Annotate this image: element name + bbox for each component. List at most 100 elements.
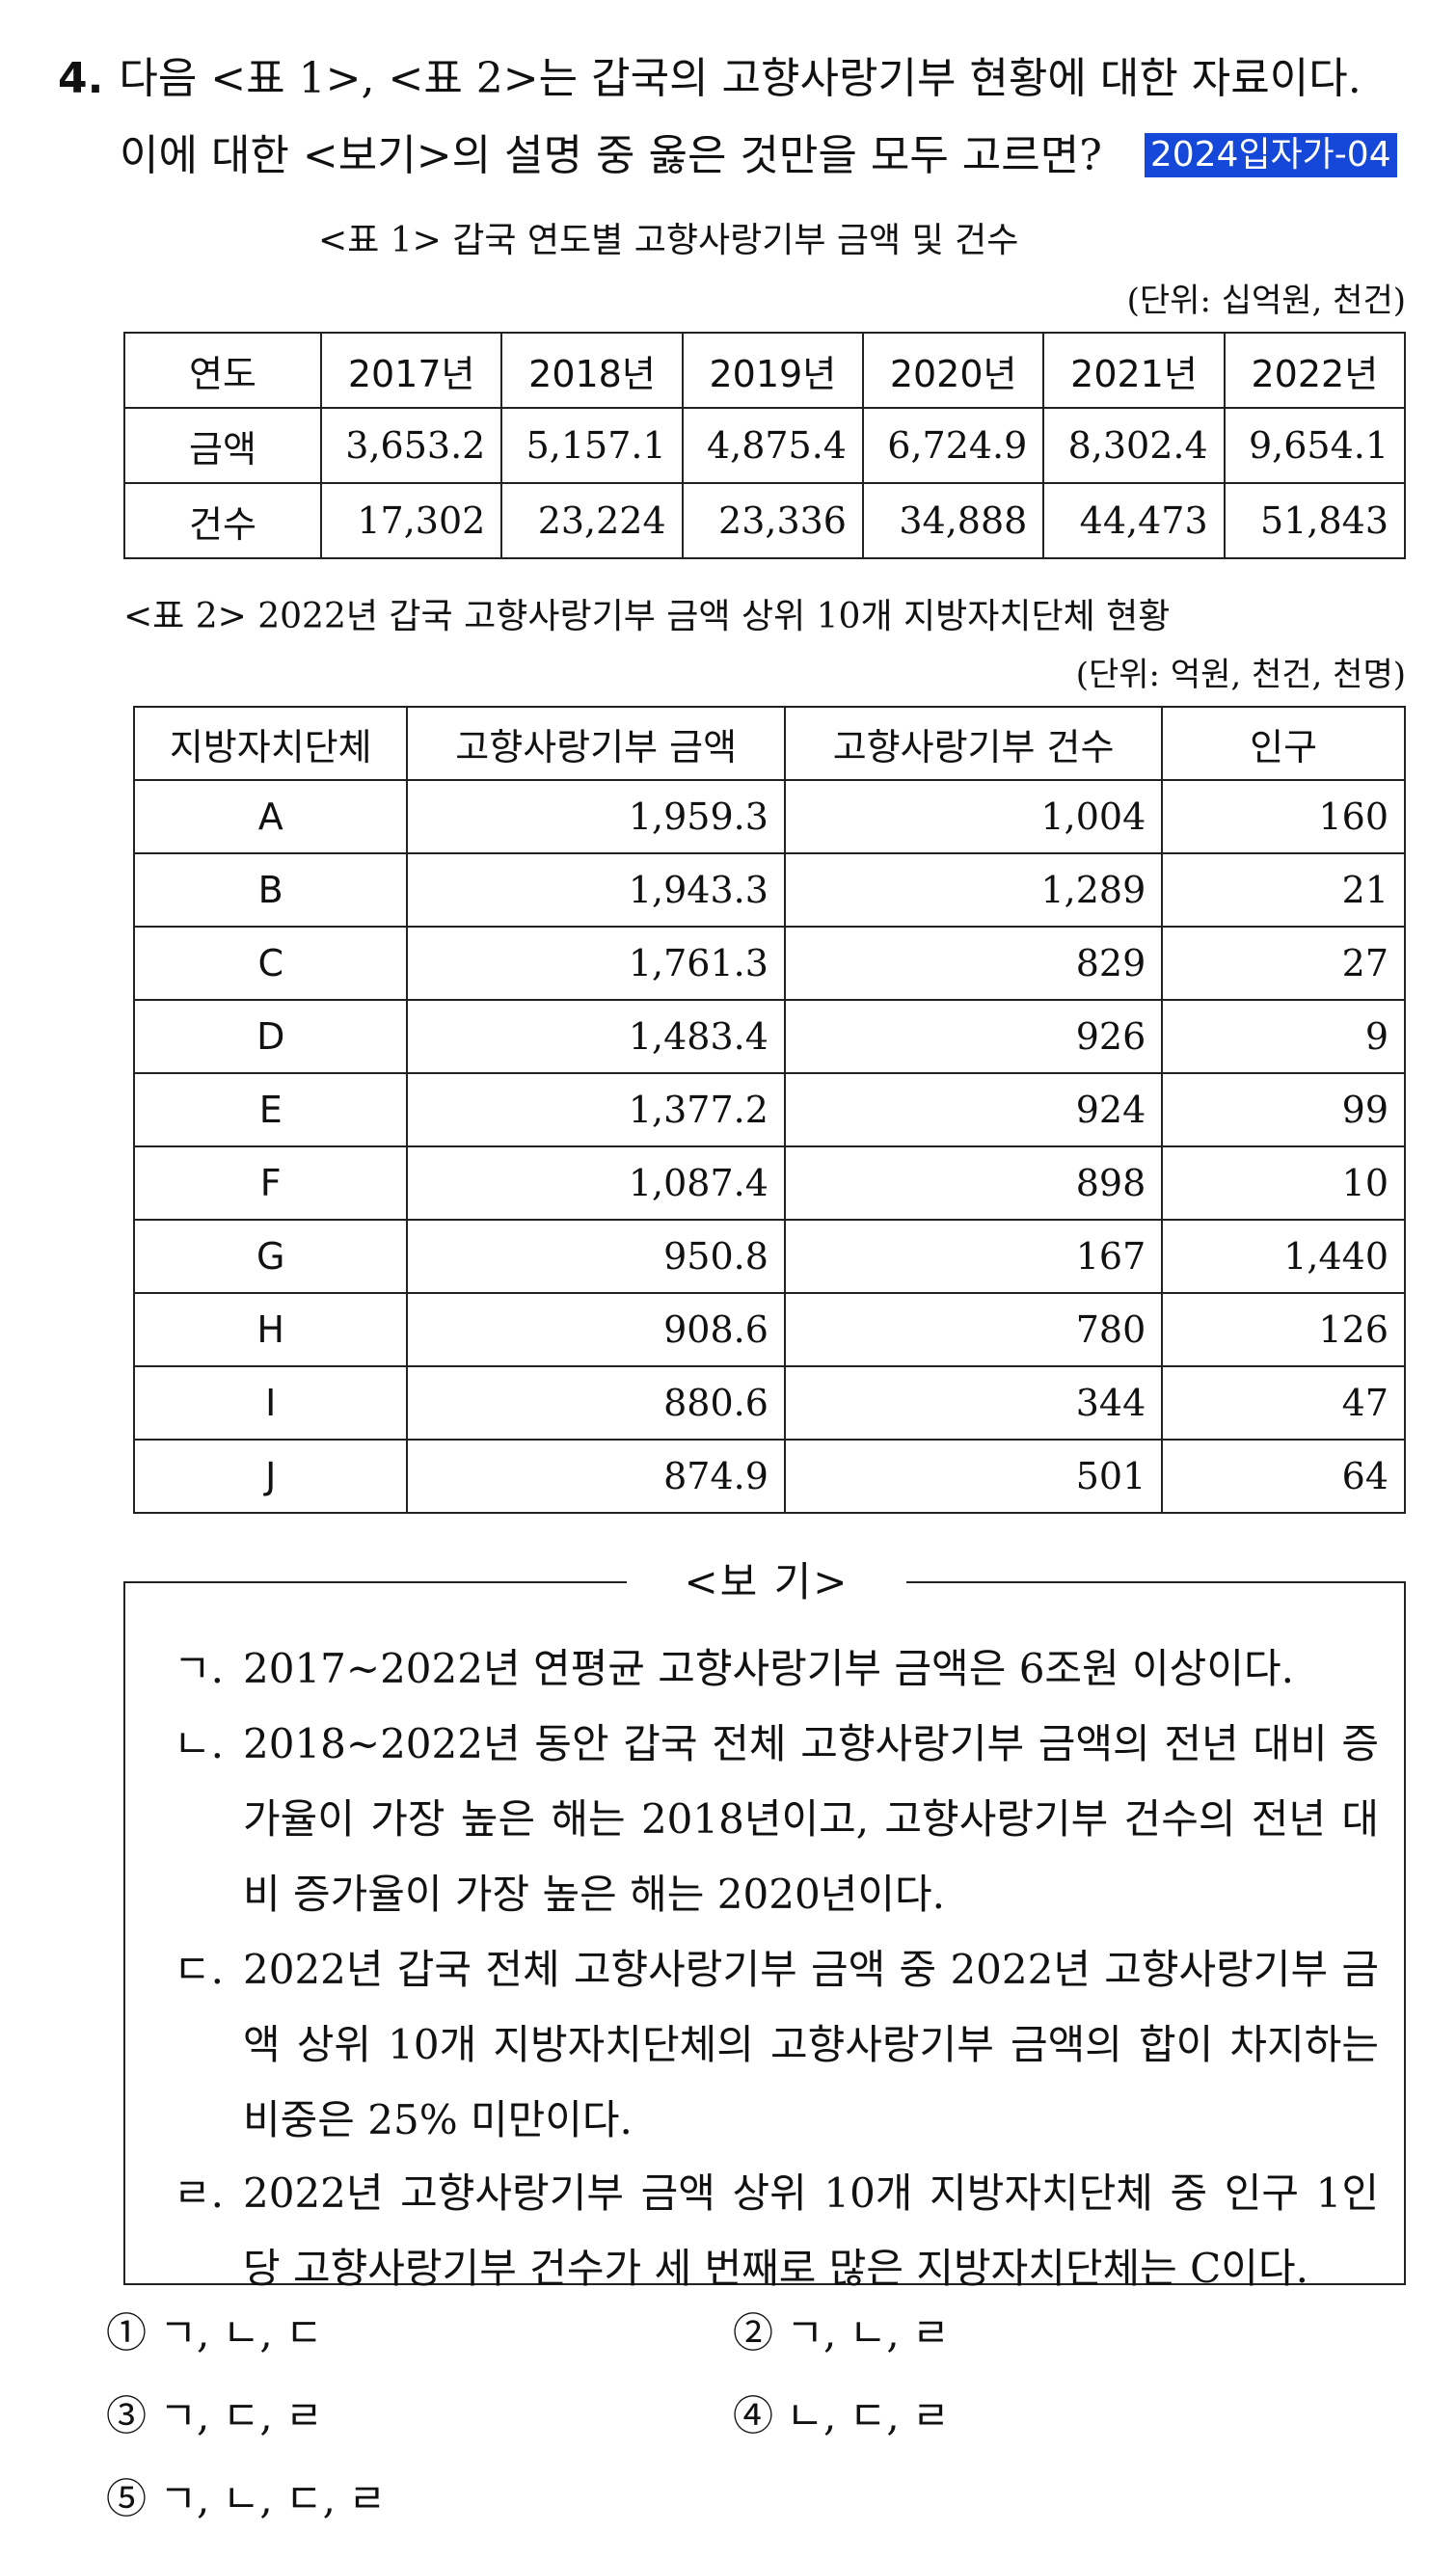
table-cell: 64 xyxy=(1161,1439,1406,1514)
table-cell: J xyxy=(132,1439,409,1514)
table-cell: 1,943.3 xyxy=(406,852,786,928)
question-line-1: 4. 다음 <표 1>, <표 2>는 갑국의 고향사랑기부 현황에 대한 자료이… xyxy=(58,50,1362,108)
question-text-1: 다음 <표 1>, <표 2>는 갑국의 고향사랑기부 현황에 대한 자료이다. xyxy=(119,54,1362,103)
table-cell: I xyxy=(132,1365,409,1441)
table-cell: B xyxy=(132,852,409,928)
table-cell: D xyxy=(132,999,409,1074)
table-cell: 5,157.1 xyxy=(500,407,684,484)
table-cell: 160 xyxy=(1161,779,1406,854)
table-cell: 924 xyxy=(783,1072,1164,1147)
table-cell: 501 xyxy=(783,1439,1164,1514)
table2-caption: <표 2> 2022년 갑국 고향사랑기부 금액 상위 10개 지방자치단체 현… xyxy=(123,597,1171,636)
table-header-cell: 2021년 xyxy=(1042,332,1226,409)
table-row: E 1,377.2 924 99 xyxy=(132,1072,1406,1147)
table-cell: 9 xyxy=(1161,999,1406,1074)
table-header-row: 연도 2017년 2018년 2019년 2020년 2021년 2022년 xyxy=(123,332,1407,409)
table-header-cell: 2018년 xyxy=(500,332,684,409)
table-cell: 880.6 xyxy=(406,1365,786,1441)
table-cell: 874.9 xyxy=(406,1439,786,1514)
table-row: C 1,761.3 829 27 xyxy=(132,926,1406,1001)
table-cell: 3,653.2 xyxy=(319,407,503,484)
question-number: 4. xyxy=(58,54,104,103)
table-cell: 9,654.1 xyxy=(1223,407,1407,484)
bogi-item-mark: ㄹ. xyxy=(174,2169,224,2217)
table-cell: 950.8 xyxy=(406,1219,786,1294)
choice-3[interactable]: ③ ㄱ, ㄷ, ㄹ xyxy=(106,2392,323,2439)
table-row: F 1,087.4 898 10 xyxy=(132,1145,1406,1221)
table-cell: 47 xyxy=(1161,1365,1406,1441)
table-cell: 126 xyxy=(1161,1292,1406,1367)
bogi-title: <보 기> xyxy=(627,1556,906,1608)
bogi-item-mark: ㄱ. xyxy=(174,1645,224,1692)
table-cell: 898 xyxy=(783,1145,1164,1221)
table-cell: F xyxy=(132,1145,409,1221)
table-cell: H xyxy=(132,1292,409,1367)
bogi-item-text: 2022년 고향사랑기부 금액 상위 10개 지방자치단체 중 인구 1인당 고… xyxy=(243,2169,1379,2292)
table-cell: 금액 xyxy=(123,407,322,484)
choice-2[interactable]: ② ㄱ, ㄴ, ㄹ xyxy=(733,2309,950,2357)
table2-top10-local-governments: 지방자치단체 고향사랑기부 금액 고향사랑기부 건수 인구 A 1,959.3 … xyxy=(132,706,1406,1514)
table-header-cell: 연도 xyxy=(123,332,322,409)
table-cell: 51,843 xyxy=(1223,482,1407,559)
choice-4[interactable]: ④ ㄴ, ㄷ, ㄹ xyxy=(733,2392,950,2439)
table-cell: A xyxy=(132,779,409,854)
table-cell: 829 xyxy=(783,926,1164,1001)
table-cell: 1,377.2 xyxy=(406,1072,786,1147)
table-cell: 건수 xyxy=(123,482,322,559)
table-header-cell: 2020년 xyxy=(861,332,1045,409)
table-cell: 167 xyxy=(783,1219,1164,1294)
table-row: A 1,959.3 1,004 160 xyxy=(132,779,1406,854)
table-cell: 23,336 xyxy=(681,482,864,559)
choice-1[interactable]: ① ㄱ, ㄴ, ㄷ xyxy=(106,2309,323,2357)
table-cell: C xyxy=(132,926,409,1001)
bogi-item-rieul: ㄹ. 2022년 고향사랑기부 금액 상위 10개 지방자치단체 중 인구 1인… xyxy=(174,2156,1379,2306)
table-header-row: 지방자치단체 고향사랑기부 금액 고향사랑기부 건수 인구 xyxy=(132,706,1406,781)
table-cell: 8,302.4 xyxy=(1042,407,1226,484)
table-header-cell: 인구 xyxy=(1161,706,1406,781)
table-cell: 21 xyxy=(1161,852,1406,928)
table-cell: 780 xyxy=(783,1292,1164,1367)
table-cell: E xyxy=(132,1072,409,1147)
question-text-2: 이에 대한 <보기>의 설명 중 옳은 것만을 모두 고르면? xyxy=(120,131,1102,180)
choice-5[interactable]: ⑤ ㄱ, ㄴ, ㄷ, ㄹ xyxy=(106,2475,387,2522)
table-cell: 1,087.4 xyxy=(406,1145,786,1221)
question-line-2: 이에 대한 <보기>의 설명 중 옳은 것만을 모두 고르면? 2024입자가-0… xyxy=(120,127,1397,185)
question-tag-highlight: 2024입자가-04 xyxy=(1144,133,1397,177)
table-row: H 908.6 780 126 xyxy=(132,1292,1406,1367)
table1-yearly-donations: 연도 2017년 2018년 2019년 2020년 2021년 2022년 금… xyxy=(123,332,1407,559)
table2-unit: (단위: 억원, 천건, 천명) xyxy=(1075,656,1406,694)
bogi-item-text: 2018~2022년 동안 갑국 전체 고향사랑기부 금액의 전년 대비 증가율… xyxy=(243,1720,1379,1918)
bogi-item-text: 2022년 갑국 전체 고향사랑기부 금액 중 2022년 고향사랑기부 금액 … xyxy=(243,1946,1379,2143)
table-row: 금액 3,653.2 5,157.1 4,875.4 6,724.9 8,302… xyxy=(123,407,1407,484)
table-cell: 23,224 xyxy=(500,482,684,559)
bogi-item-mark: ㄷ. xyxy=(174,1946,224,1993)
table-header-cell: 고향사랑기부 건수 xyxy=(783,706,1164,781)
table-row: I 880.6 344 47 xyxy=(132,1365,1406,1441)
table-cell: 1,761.3 xyxy=(406,926,786,1001)
table-row: D 1,483.4 926 9 xyxy=(132,999,1406,1074)
table-cell: 27 xyxy=(1161,926,1406,1001)
table-cell: 34,888 xyxy=(861,482,1045,559)
table-cell: 6,724.9 xyxy=(861,407,1045,484)
table-cell: 44,473 xyxy=(1042,482,1226,559)
table-row: J 874.9 501 64 xyxy=(132,1439,1406,1514)
table-header-cell: 2017년 xyxy=(319,332,503,409)
table-cell: 344 xyxy=(783,1365,1164,1441)
table-row: B 1,943.3 1,289 21 xyxy=(132,852,1406,928)
table-cell: 1,289 xyxy=(783,852,1164,928)
table-header-cell: 고향사랑기부 금액 xyxy=(406,706,786,781)
bogi-item-mark: ㄴ. xyxy=(174,1720,224,1767)
table-cell: G xyxy=(132,1219,409,1294)
table-cell: 1,004 xyxy=(783,779,1164,854)
table-cell: 1,483.4 xyxy=(406,999,786,1074)
table-cell: 99 xyxy=(1161,1072,1406,1147)
table-cell: 908.6 xyxy=(406,1292,786,1367)
table-header-cell: 지방자치단체 xyxy=(132,706,409,781)
table-cell: 1,959.3 xyxy=(406,779,786,854)
table-cell: 1,440 xyxy=(1161,1219,1406,1294)
bogi-item-text: 2017~2022년 연평균 고향사랑기부 금액은 6조원 이상이다. xyxy=(243,1645,1294,1692)
table1-caption: <표 1> 갑국 연도별 고향사랑기부 금액 및 건수 xyxy=(318,221,1019,260)
bogi-item-giyeok: ㄱ. 2017~2022년 연평균 고향사랑기부 금액은 6조원 이상이다. xyxy=(174,1631,1379,1707)
table-cell: 926 xyxy=(783,999,1164,1074)
